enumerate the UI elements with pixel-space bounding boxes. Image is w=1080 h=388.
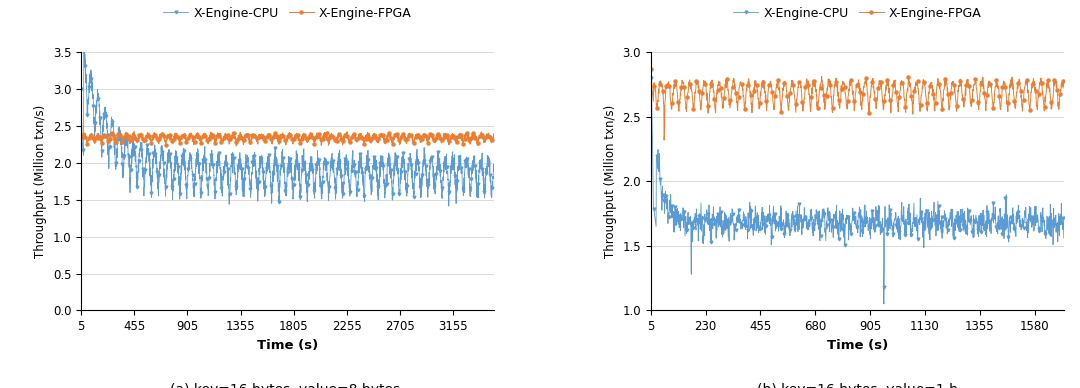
X-Engine-CPU <box>836 227 849 231</box>
X-Engine-FPGA <box>230 144 243 148</box>
X-Engine-CPU <box>233 158 246 162</box>
X-Engine-FPGA <box>435 137 448 142</box>
X-Engine-CPU <box>251 184 264 189</box>
X-Engine-FPGA <box>1057 86 1070 90</box>
X-Engine-CPU <box>877 301 890 306</box>
X-Engine-FPGA <box>487 131 500 136</box>
X-Engine-CPU <box>828 214 841 218</box>
X-Engine-FPGA <box>645 67 658 71</box>
X-Engine-CPU <box>122 151 135 156</box>
X-Engine-CPU <box>78 41 91 45</box>
X-Engine-CPU <box>693 211 706 216</box>
X-Engine-FPGA <box>75 133 87 137</box>
Text: (a) key=16 bytes, value=8 bytes.: (a) key=16 bytes, value=8 bytes. <box>171 383 405 388</box>
Y-axis label: Throughput (Million txn/s): Throughput (Million txn/s) <box>604 105 617 258</box>
X-Engine-FPGA <box>658 138 671 142</box>
X-Engine-FPGA <box>127 129 140 134</box>
X-axis label: Time (s): Time (s) <box>826 339 888 352</box>
X-Engine-CPU <box>443 204 456 208</box>
X-Engine-FPGA <box>233 134 246 139</box>
X-axis label: Time (s): Time (s) <box>257 339 319 352</box>
Line: X-Engine-CPU: X-Engine-CPU <box>80 42 496 208</box>
Legend: X-Engine-CPU, X-Engine-FPGA: X-Engine-CPU, X-Engine-FPGA <box>728 2 986 25</box>
X-Engine-CPU <box>676 207 689 212</box>
X-Engine-CPU <box>645 76 658 81</box>
Line: X-Engine-CPU: X-Engine-CPU <box>649 77 1065 305</box>
X-Engine-FPGA <box>820 91 833 95</box>
X-Engine-FPGA <box>693 99 706 103</box>
X-Engine-FPGA <box>879 83 892 88</box>
X-Engine-FPGA <box>251 139 264 144</box>
X-Engine-FPGA <box>146 134 159 139</box>
Y-axis label: Throughput (Million txn/s): Throughput (Million txn/s) <box>35 105 48 258</box>
X-Engine-FPGA <box>836 81 849 86</box>
X-Engine-FPGA <box>122 135 135 140</box>
X-Engine-FPGA <box>480 138 492 142</box>
X-Engine-CPU <box>487 162 500 166</box>
X-Engine-CPU <box>1057 236 1070 240</box>
X-Engine-CPU <box>820 227 833 232</box>
Line: X-Engine-FPGA: X-Engine-FPGA <box>649 68 1065 142</box>
X-Engine-CPU <box>75 87 87 92</box>
X-Engine-FPGA <box>676 80 689 85</box>
Line: X-Engine-FPGA: X-Engine-FPGA <box>80 130 496 147</box>
X-Engine-CPU <box>879 218 892 222</box>
X-Engine-CPU <box>435 181 448 186</box>
X-Engine-CPU <box>480 169 492 174</box>
X-Engine-CPU <box>146 157 159 162</box>
Text: (b) key=16 bytes, value=1 b: (b) key=16 bytes, value=1 b <box>757 383 958 388</box>
X-Engine-FPGA <box>828 85 841 89</box>
Legend: X-Engine-CPU, X-Engine-FPGA: X-Engine-CPU, X-Engine-FPGA <box>159 2 417 25</box>
